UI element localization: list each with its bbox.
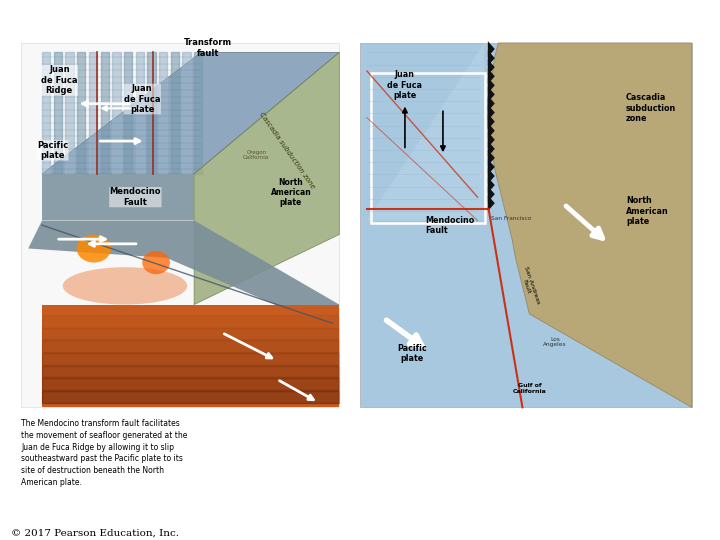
Text: The Mendocino transform fault facilitates
the movement of seafloor generated at : The Mendocino transform fault facilitate… — [22, 419, 188, 487]
Text: Transform Plate Boundaries: Transform Plate Boundaries — [9, 12, 532, 45]
Text: Gulf of
California: Gulf of California — [513, 383, 546, 394]
Polygon shape — [488, 105, 495, 120]
Text: © 2017 Pearson Education, Inc.: © 2017 Pearson Education, Inc. — [11, 528, 179, 537]
Polygon shape — [488, 186, 495, 202]
Text: Juan
de Fuca
plate: Juan de Fuca plate — [124, 84, 161, 114]
Bar — [371, 73, 485, 223]
Polygon shape — [487, 43, 692, 407]
Polygon shape — [488, 141, 495, 157]
Ellipse shape — [63, 267, 187, 305]
Ellipse shape — [76, 234, 111, 262]
Text: Pacific
plate: Pacific plate — [37, 141, 68, 160]
Polygon shape — [42, 305, 339, 407]
Polygon shape — [488, 50, 495, 66]
Polygon shape — [488, 77, 495, 93]
Polygon shape — [488, 69, 495, 84]
Polygon shape — [488, 96, 495, 111]
Polygon shape — [488, 86, 495, 103]
Polygon shape — [28, 220, 339, 323]
Text: Cascadia subduction zone: Cascadia subduction zone — [258, 111, 316, 190]
Text: Oregon
California: Oregon California — [243, 150, 269, 160]
Text: San Andreas
Fault: San Andreas Fault — [518, 266, 541, 306]
Polygon shape — [488, 159, 495, 175]
Polygon shape — [488, 123, 495, 139]
Text: Mendocino
Fault: Mendocino Fault — [109, 187, 161, 207]
Polygon shape — [488, 132, 495, 147]
Polygon shape — [488, 113, 495, 130]
Text: Los
Angeles: Los Angeles — [543, 336, 567, 347]
Ellipse shape — [143, 251, 170, 274]
Polygon shape — [488, 59, 495, 75]
Polygon shape — [42, 52, 339, 174]
Text: Juan
de Fuca
plate: Juan de Fuca plate — [387, 70, 423, 100]
Text: Cascadia
subduction
zone: Cascadia subduction zone — [626, 93, 676, 123]
Polygon shape — [194, 52, 339, 305]
Polygon shape — [488, 41, 495, 57]
Text: Pacific
plate: Pacific plate — [397, 344, 427, 363]
Polygon shape — [367, 43, 485, 220]
Polygon shape — [488, 195, 495, 211]
Polygon shape — [488, 150, 495, 166]
Text: Juan
de Fuca
Ridge: Juan de Fuca Ridge — [41, 65, 78, 95]
Text: Transform
fault: Transform fault — [184, 38, 232, 58]
Polygon shape — [488, 168, 495, 184]
FancyBboxPatch shape — [360, 43, 692, 407]
Polygon shape — [42, 174, 194, 220]
FancyBboxPatch shape — [22, 43, 339, 407]
Text: North
American
plate: North American plate — [626, 196, 669, 226]
Polygon shape — [488, 177, 495, 193]
Text: San Francisco: San Francisco — [490, 216, 531, 221]
Text: Mendocino
Fault: Mendocino Fault — [426, 216, 475, 235]
Text: North
American
plate: North American plate — [271, 178, 311, 207]
